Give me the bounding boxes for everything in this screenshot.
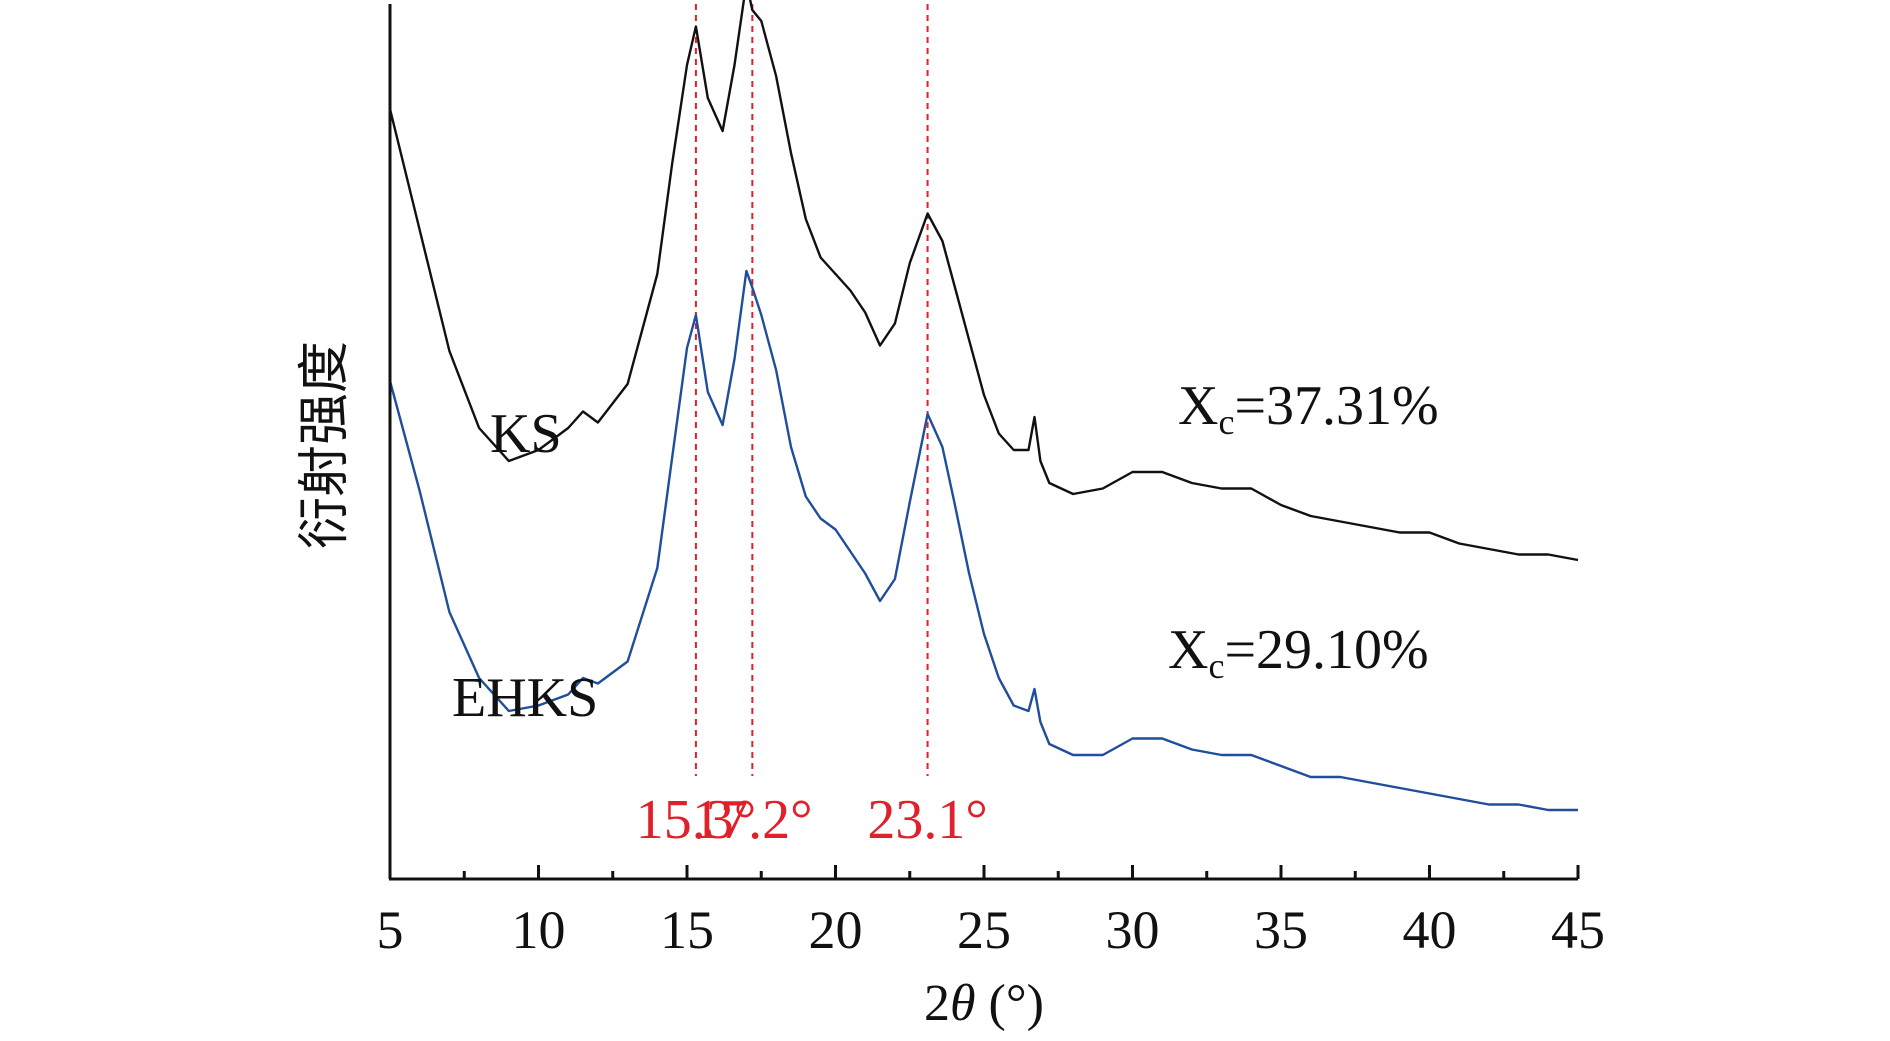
crystallinity-ehks-symbol: X <box>1168 619 1208 681</box>
x-axis-title: 2θ (°) <box>924 975 1044 1032</box>
x-tick-label: 10 <box>512 900 566 960</box>
crystallinity-ks-value: =37.31% <box>1234 375 1438 437</box>
y-axis-title: 衍射强度 <box>295 341 355 549</box>
crystallinity-ehks-subscript: c <box>1208 646 1224 686</box>
crystallinity-ks-symbol: X <box>1178 375 1218 437</box>
x-tick-label: 5 <box>377 900 404 960</box>
crystallinity-ehks: Xc=29.10% <box>1168 619 1429 686</box>
peak-labels: 15.3°17.2° 23.1° <box>636 789 988 851</box>
x-tick-label: 20 <box>809 900 863 960</box>
x-tick-labels: 5 10 15 20 25 30 35 40 45 <box>377 900 1606 960</box>
x-tick-label: 30 <box>1106 900 1160 960</box>
x-tick-label: 15 <box>660 900 714 960</box>
crystallinity-ehks-value: =29.10% <box>1224 619 1428 681</box>
series-line-ks <box>388 0 1579 562</box>
x-tick-label: 25 <box>957 900 1011 960</box>
series-label-ehks: EHKS <box>452 667 598 729</box>
crystallinity-ks-subscript: c <box>1218 402 1234 442</box>
peak-reference-lines <box>694 4 929 776</box>
x-axis-title-prefix: 2 <box>924 975 950 1032</box>
peak-label: 23.1° <box>867 789 987 851</box>
peak-label: 17.2° <box>692 789 812 851</box>
series-lines <box>388 0 1579 812</box>
x-axis-title-suffix: (°) <box>976 975 1044 1032</box>
x-tick-label: 40 <box>1403 900 1457 960</box>
x-axis-ticks <box>388 865 1580 879</box>
crystallinity-ks: Xc=37.31% <box>1178 375 1439 442</box>
x-tick-label: 35 <box>1254 900 1308 960</box>
x-axis-title-symbol: θ <box>950 975 976 1032</box>
series-line-ehks <box>388 269 1578 812</box>
peak-label: 15.3° <box>636 789 756 851</box>
series-label-ks: KS <box>490 403 562 465</box>
x-tick-label: 45 <box>1551 900 1605 960</box>
